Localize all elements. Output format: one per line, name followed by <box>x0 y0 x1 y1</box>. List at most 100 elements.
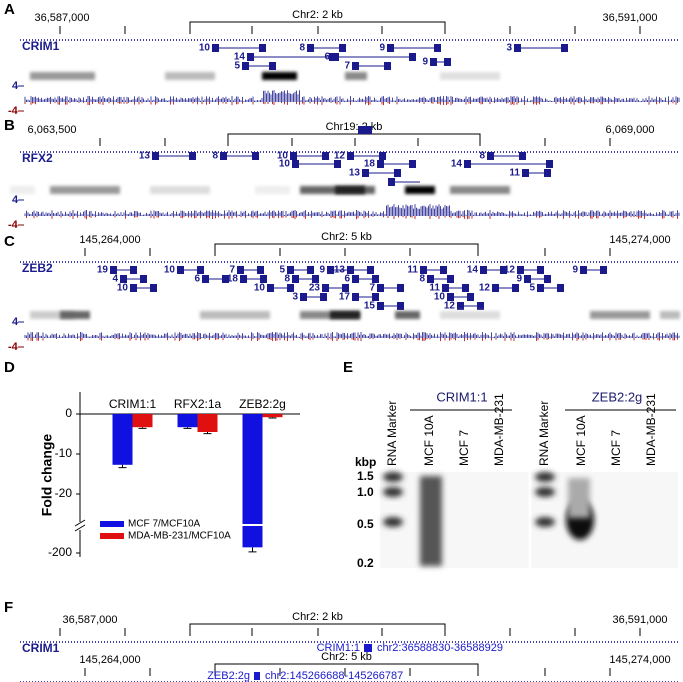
conservation-block <box>10 186 35 194</box>
conservation-block <box>30 72 95 80</box>
exon <box>212 44 219 52</box>
exon <box>130 266 137 274</box>
exon-label: 5 <box>279 265 285 276</box>
gel-band <box>383 517 403 527</box>
exon <box>347 266 354 274</box>
size-label: 1.5 <box>357 469 374 483</box>
exon <box>307 44 314 52</box>
exon <box>512 284 519 292</box>
exon <box>557 284 564 292</box>
exon <box>320 293 327 301</box>
bar <box>177 414 198 428</box>
coordinate-label: 6,063,500 <box>28 124 77 136</box>
exon <box>358 126 372 134</box>
conservation-block <box>660 311 680 319</box>
exon-label: 10 <box>199 43 211 54</box>
exon-label: 10 <box>117 283 129 294</box>
bar <box>132 414 153 428</box>
exon <box>287 284 294 292</box>
conservation-block <box>200 311 270 319</box>
exon <box>120 275 127 283</box>
gene-name: CRIM1 <box>22 39 60 53</box>
exon <box>477 302 484 310</box>
y-axis-title: Fold change <box>39 434 55 517</box>
probe-label: ZEB2:2g <box>207 670 250 682</box>
size-unit: kbp <box>355 455 376 469</box>
scale-bracket <box>227 133 481 140</box>
coordinate-label: 36,587,000 <box>34 12 89 24</box>
exon <box>237 266 244 274</box>
exon <box>519 152 526 160</box>
exon <box>140 275 147 283</box>
gel-band <box>383 472 403 482</box>
exon <box>379 152 386 160</box>
group-label: CRIM1:1 <box>436 389 487 404</box>
scale-bracket <box>214 663 479 670</box>
exon <box>384 62 391 70</box>
exon-label: 8 <box>299 43 305 54</box>
signal-track-negative <box>27 338 678 342</box>
exon <box>367 266 374 274</box>
exon-label: 17 <box>339 292 351 303</box>
exon <box>300 293 307 301</box>
coordinate-label: 36,587,000 <box>62 614 117 626</box>
exon <box>220 152 227 160</box>
exon <box>362 169 369 177</box>
panel-letter: B <box>4 117 15 134</box>
signal-track <box>24 332 680 338</box>
exon <box>222 275 229 283</box>
conservation-block <box>50 186 120 194</box>
coordinate-label: 145,274,000 <box>609 234 670 246</box>
exon <box>537 284 544 292</box>
exon-label: 11 <box>509 168 520 179</box>
x-tick-label: ZEB2:2g <box>239 397 286 411</box>
conservation-block <box>440 311 500 319</box>
conservation-block <box>450 186 510 194</box>
coordinate-label: 36,591,000 <box>602 12 657 24</box>
error-bar <box>248 547 257 553</box>
scale-label: Chr2: 5 kb <box>321 231 372 243</box>
exon <box>267 284 274 292</box>
exon-label: 6 <box>194 274 200 285</box>
lane-label: MCF 7 <box>457 430 471 466</box>
exon-label: 14 <box>467 265 479 276</box>
exon <box>290 152 297 160</box>
exon-label: 18 <box>227 274 239 285</box>
exon <box>322 284 329 292</box>
exon-label: 5 <box>529 283 535 294</box>
scale-bracket <box>189 623 446 630</box>
y-tick-label: -10 <box>55 446 73 460</box>
exon-label: 13 <box>139 151 151 162</box>
exon-label: 8 <box>284 274 290 285</box>
exon-label: 9 <box>379 43 385 54</box>
exon <box>377 302 384 310</box>
bar <box>242 414 263 548</box>
panel-letter: C <box>4 233 15 250</box>
exon-label: 8 <box>419 274 425 285</box>
exon <box>339 44 346 52</box>
exon <box>397 302 404 310</box>
exon <box>202 275 209 283</box>
exon <box>492 284 499 292</box>
exon-label: 15 <box>364 301 376 312</box>
coordinate-label: 145,264,000 <box>79 654 140 666</box>
exon <box>430 58 437 66</box>
exon-label: 14 <box>451 159 463 170</box>
exon <box>342 284 349 292</box>
exon-label: 12 <box>334 151 346 162</box>
exon-label: 9 <box>516 274 522 285</box>
exon-label: 4 <box>112 274 118 285</box>
signal-max: 4 <box>12 80 19 92</box>
exon-label: 5 <box>234 61 240 72</box>
conservation-block <box>440 72 500 80</box>
probe-marker <box>254 672 260 680</box>
gel-band <box>535 487 555 497</box>
legend-swatch <box>100 521 124 527</box>
exon <box>462 284 469 292</box>
exon-label: 12 <box>504 265 516 276</box>
scale-label: Chr2: 5 kb <box>321 651 372 663</box>
exon <box>292 160 299 168</box>
exon <box>388 178 395 186</box>
lane-label: MDA-MB-231 <box>644 393 658 466</box>
coordinate-label: 36,591,000 <box>612 614 667 626</box>
